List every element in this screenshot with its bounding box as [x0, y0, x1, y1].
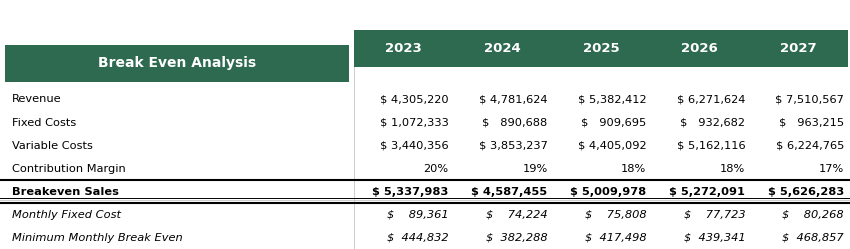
- Bar: [5, 45, 349, 82]
- Text: Minimum Monthly Break Even: Minimum Monthly Break Even: [12, 233, 183, 243]
- Text: 2023: 2023: [385, 42, 422, 55]
- Text: $   909,695: $ 909,695: [581, 118, 646, 127]
- Text: 20%: 20%: [423, 164, 449, 174]
- Text: $ 7,510,567: $ 7,510,567: [775, 95, 844, 105]
- Text: $ 5,626,283: $ 5,626,283: [768, 187, 844, 196]
- Text: $  382,288: $ 382,288: [486, 233, 547, 243]
- Text: $ 4,781,624: $ 4,781,624: [479, 95, 547, 105]
- Text: $ 4,405,092: $ 4,405,092: [578, 140, 646, 150]
- Text: Variable Costs: Variable Costs: [12, 140, 93, 150]
- Text: $ 4,587,455: $ 4,587,455: [472, 187, 547, 196]
- Text: $   890,688: $ 890,688: [482, 118, 547, 127]
- Bar: [354, 30, 848, 67]
- Text: $ 1,072,333: $ 1,072,333: [380, 118, 449, 127]
- Text: $ 5,382,412: $ 5,382,412: [578, 95, 646, 105]
- Text: $    77,723: $ 77,723: [683, 209, 745, 220]
- Text: $ 5,272,091: $ 5,272,091: [669, 187, 745, 196]
- Text: $   963,215: $ 963,215: [779, 118, 844, 127]
- Text: $    89,361: $ 89,361: [387, 209, 449, 220]
- Text: 2026: 2026: [682, 42, 718, 55]
- Text: $ 5,162,116: $ 5,162,116: [677, 140, 745, 150]
- Text: $  468,857: $ 468,857: [782, 233, 844, 243]
- Text: $ 3,440,356: $ 3,440,356: [380, 140, 449, 150]
- Text: $   932,682: $ 932,682: [680, 118, 745, 127]
- Text: Breakeven Sales: Breakeven Sales: [12, 187, 119, 196]
- Text: 18%: 18%: [621, 164, 646, 174]
- Text: Break Even Analysis: Break Even Analysis: [98, 57, 256, 70]
- Text: $ 6,224,765: $ 6,224,765: [775, 140, 844, 150]
- Text: $    80,268: $ 80,268: [782, 209, 844, 220]
- Text: Contribution Margin: Contribution Margin: [12, 164, 126, 174]
- Text: $  439,341: $ 439,341: [683, 233, 745, 243]
- Text: $  444,832: $ 444,832: [387, 233, 449, 243]
- Text: 17%: 17%: [819, 164, 844, 174]
- Text: $    74,224: $ 74,224: [486, 209, 547, 220]
- Text: $ 5,009,978: $ 5,009,978: [570, 187, 646, 196]
- Text: $ 6,271,624: $ 6,271,624: [677, 95, 745, 105]
- Text: $ 4,305,220: $ 4,305,220: [380, 95, 449, 105]
- Text: 2024: 2024: [484, 42, 520, 55]
- Text: $    75,808: $ 75,808: [585, 209, 646, 220]
- Text: $ 3,853,237: $ 3,853,237: [479, 140, 547, 150]
- Text: Revenue: Revenue: [12, 95, 61, 105]
- Text: $ 5,337,983: $ 5,337,983: [372, 187, 449, 196]
- Text: Fixed Costs: Fixed Costs: [12, 118, 76, 127]
- Text: 19%: 19%: [523, 164, 547, 174]
- Text: 2025: 2025: [583, 42, 620, 55]
- Text: Monthly Fixed Cost: Monthly Fixed Cost: [12, 209, 121, 220]
- Text: $  417,498: $ 417,498: [585, 233, 646, 243]
- Text: 18%: 18%: [720, 164, 745, 174]
- Text: 2027: 2027: [780, 42, 817, 55]
